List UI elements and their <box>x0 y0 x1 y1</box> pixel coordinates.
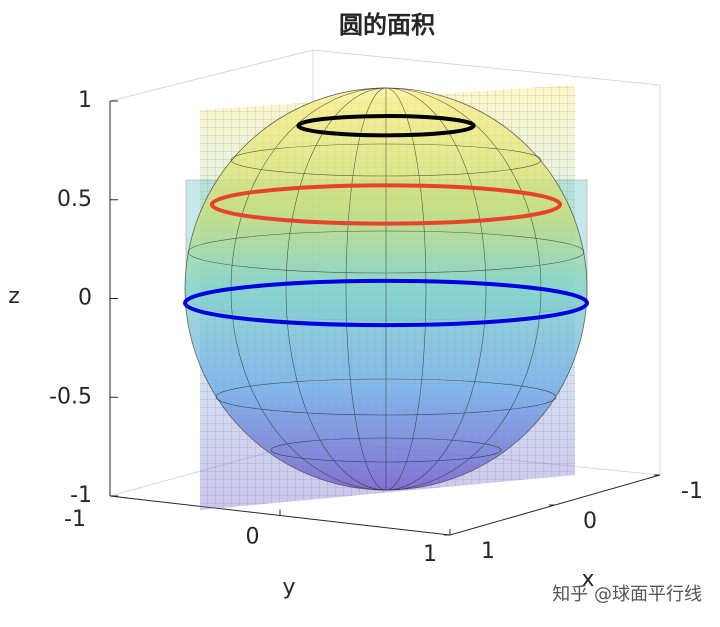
z-tick-label: 0 <box>78 286 92 311</box>
chart-title: 圆的面积 <box>339 11 435 39</box>
x-tick-label: 0 <box>583 509 597 534</box>
x-tick-label: -1 <box>681 479 703 504</box>
ring <box>183 278 589 328</box>
z-tick-label: -0.5 <box>49 384 92 409</box>
ring <box>209 183 563 226</box>
ring <box>296 114 476 138</box>
z-tick-label: 1 <box>78 88 92 113</box>
z-tick-label: 0.5 <box>57 187 92 212</box>
x-axis-label: x <box>581 567 594 592</box>
y-axis-label: y <box>282 575 295 600</box>
y-tick-label: 0 <box>246 525 260 550</box>
y-tick-label: 1 <box>423 542 437 567</box>
y-tick-label: -1 <box>64 507 86 532</box>
z-axis-label: z <box>8 284 20 309</box>
z-tick-label: -1 <box>70 483 92 508</box>
watermark: 知乎 @球面平行线 <box>552 584 702 605</box>
x-tick-label: 1 <box>481 539 495 564</box>
